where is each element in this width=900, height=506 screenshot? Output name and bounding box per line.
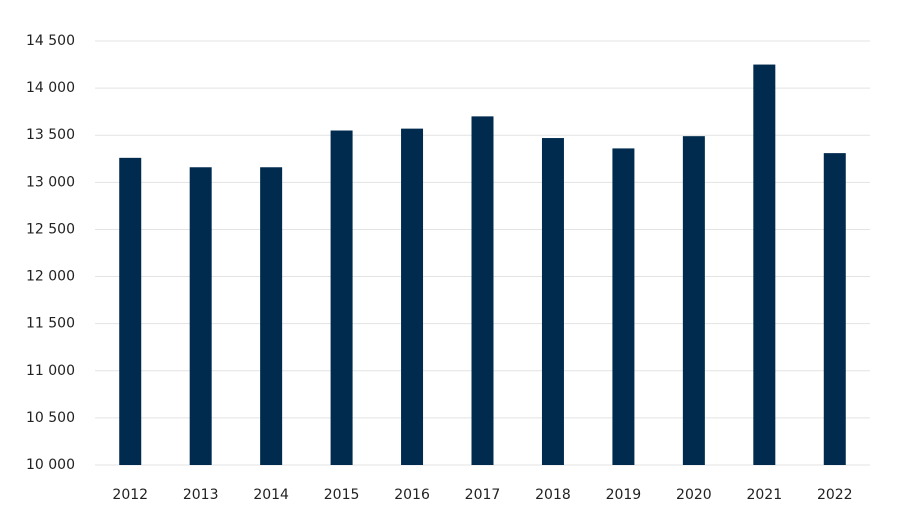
x-tick-label: 2014 [253, 487, 289, 503]
x-tick-label: 2017 [465, 487, 501, 503]
bar [260, 167, 283, 465]
y-tick-label: 13 000 [26, 174, 75, 190]
bar [401, 128, 424, 466]
y-tick-label: 13 500 [26, 127, 75, 143]
y-tick-label: 10 500 [26, 410, 75, 426]
bar [823, 153, 846, 465]
x-tick-label: 2022 [817, 487, 853, 503]
bar [471, 116, 494, 465]
x-tick-label: 2018 [535, 487, 571, 503]
x-tick-label: 2012 [112, 487, 148, 503]
bar [189, 167, 212, 465]
bar [612, 148, 635, 465]
y-tick-label: 10 000 [26, 457, 75, 473]
y-tick-label: 14 000 [26, 80, 75, 96]
x-tick-label: 2015 [324, 487, 360, 503]
bar [753, 64, 776, 466]
x-tick-label: 2016 [394, 487, 430, 503]
x-tick-label: 2021 [746, 487, 782, 503]
y-tick-label: 14 500 [26, 33, 75, 49]
x-tick-label: 2013 [183, 487, 219, 503]
bar [682, 136, 705, 466]
x-tick-label: 2019 [606, 487, 642, 503]
bar [119, 157, 142, 465]
bar [541, 138, 564, 465]
y-tick-label: 12 500 [26, 221, 75, 237]
bar [330, 130, 353, 465]
x-tick-label: 2020 [676, 487, 712, 503]
y-tick-label: 11 500 [26, 316, 75, 332]
y-tick-label: 11 000 [26, 363, 75, 379]
y-tick-label: 12 000 [26, 269, 75, 285]
